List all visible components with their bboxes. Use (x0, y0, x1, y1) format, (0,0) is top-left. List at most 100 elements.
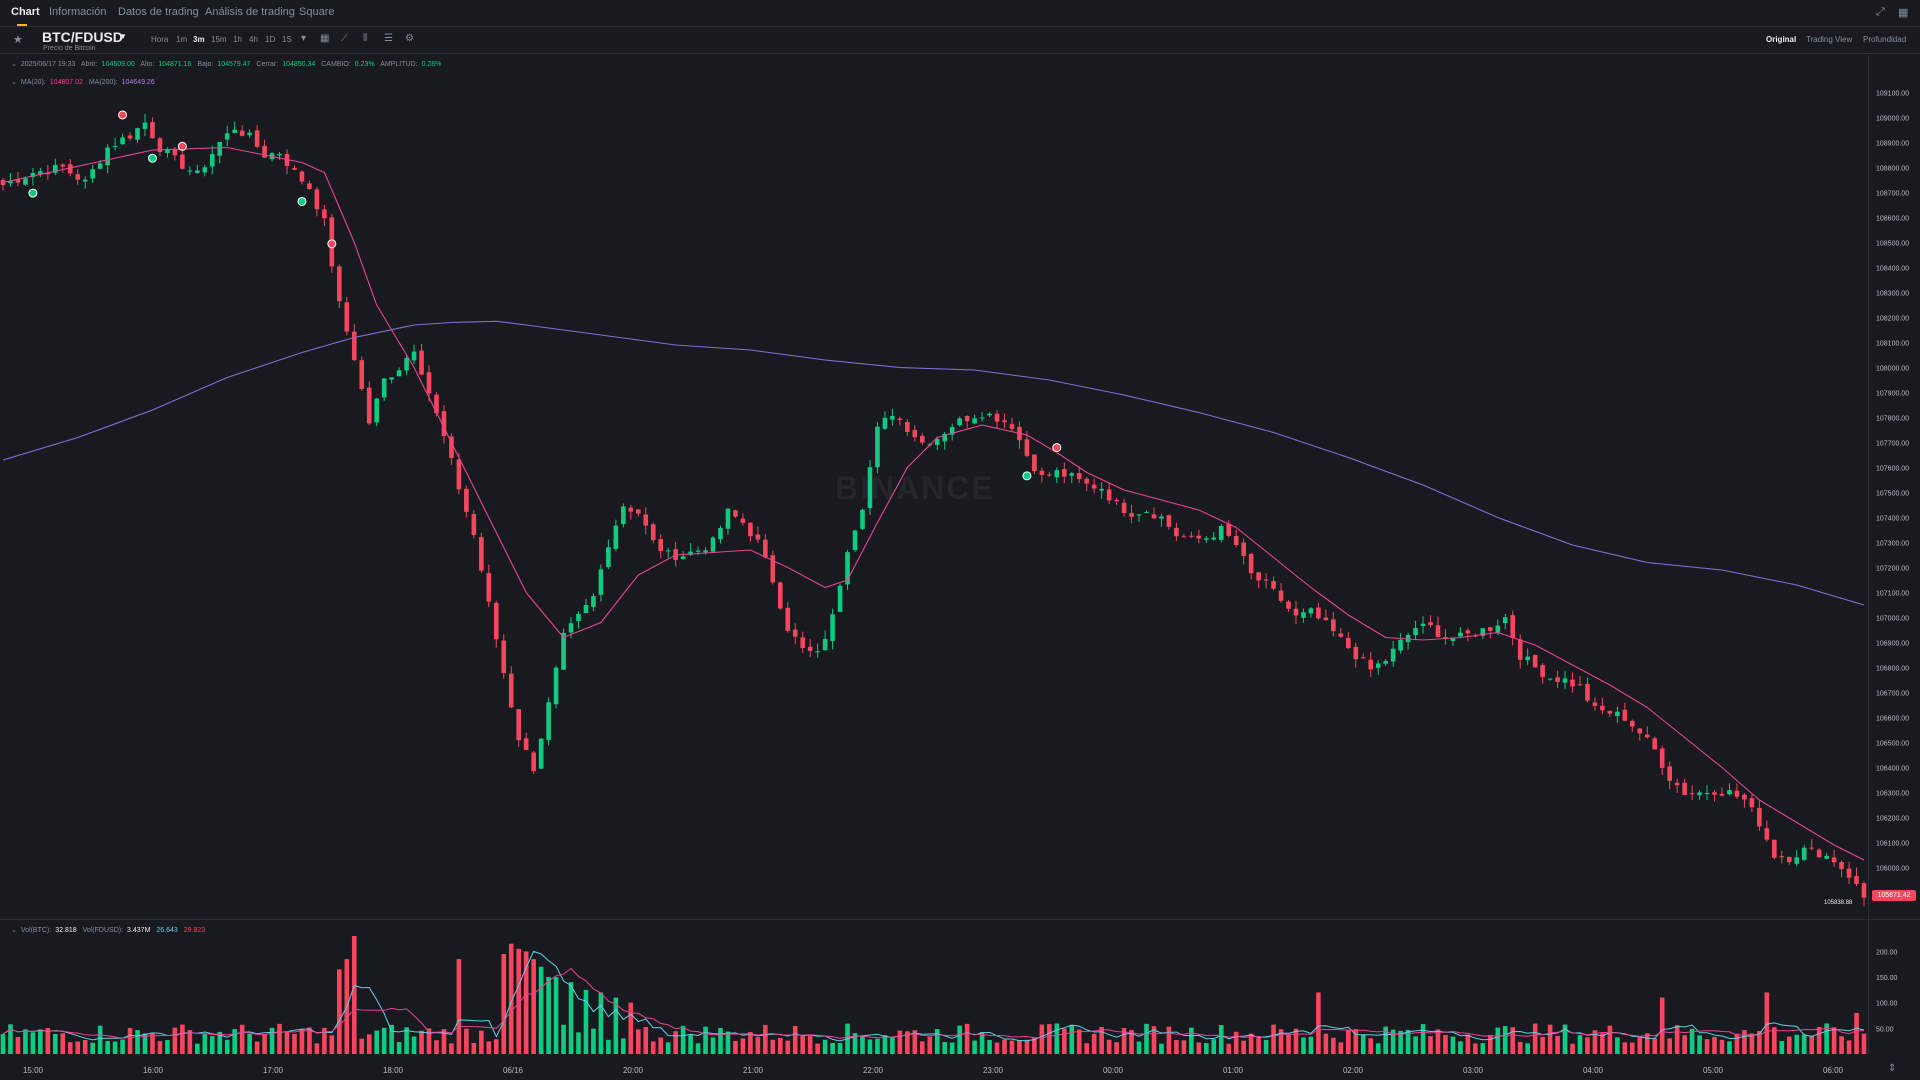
view-original[interactable]: Original (1766, 35, 1797, 44)
candle-body[interactable] (150, 122, 155, 139)
candle-body[interactable] (1091, 484, 1097, 489)
candle-body[interactable] (1226, 523, 1232, 536)
volume-bar[interactable] (1816, 1026, 1822, 1054)
candle-body[interactable] (957, 418, 962, 426)
candle-body[interactable] (1271, 581, 1276, 589)
candle-body[interactable] (591, 596, 596, 607)
volume-bar[interactable] (1047, 1024, 1052, 1054)
candle-body[interactable] (1861, 883, 1867, 898)
candle-body[interactable] (1772, 839, 1777, 858)
volume-bar[interactable] (583, 989, 589, 1054)
volume-bar[interactable] (493, 1039, 499, 1054)
candle-body[interactable] (1622, 709, 1628, 721)
candle-body[interactable] (1682, 782, 1687, 795)
volume-bar[interactable] (531, 959, 536, 1054)
candle-body[interactable] (882, 417, 888, 429)
candle-body[interactable] (1540, 665, 1545, 678)
volume-bar[interactable] (1712, 1036, 1717, 1054)
candle-body[interactable] (628, 507, 634, 512)
volume-bar[interactable] (8, 1024, 13, 1054)
candle-body[interactable] (860, 509, 865, 529)
volume-bar[interactable] (187, 1030, 193, 1054)
candle-body[interactable] (1704, 792, 1710, 794)
volume-bar[interactable] (1308, 1036, 1314, 1054)
favorite-star-icon[interactable]: ★ (13, 34, 23, 46)
candle-body[interactable] (0, 180, 6, 186)
volume-bar[interactable] (1757, 1031, 1762, 1054)
candle-body[interactable] (1286, 601, 1291, 609)
candle-body[interactable] (314, 189, 320, 210)
candle-body[interactable] (277, 154, 282, 156)
volume-bar[interactable] (1562, 1024, 1568, 1054)
volume-bar[interactable] (337, 969, 342, 1054)
volume-bar[interactable] (1420, 1024, 1426, 1054)
candle-body[interactable] (1353, 646, 1359, 660)
candle-body[interactable] (307, 183, 312, 189)
candle-body[interactable] (1689, 793, 1695, 795)
candle-body[interactable] (531, 752, 536, 772)
volume-bar[interactable] (269, 1027, 275, 1054)
candle-body[interactable] (845, 552, 850, 585)
candle-body[interactable] (30, 173, 36, 178)
volume-bar[interactable] (1293, 1028, 1299, 1054)
interval-1h[interactable]: 1h (233, 35, 242, 44)
buy-marker[interactable] (28, 188, 38, 198)
candle-body[interactable] (777, 582, 783, 609)
volume-bar[interactable] (1652, 1038, 1658, 1054)
volume-bar[interactable] (1473, 1043, 1478, 1054)
candle-body[interactable] (1562, 678, 1568, 683)
candle-body[interactable] (254, 130, 260, 147)
candle-body[interactable] (695, 550, 701, 552)
candle-body[interactable] (224, 133, 230, 140)
candle-body[interactable] (1727, 790, 1732, 795)
candle-body[interactable] (1854, 876, 1859, 884)
volume-bar[interactable] (150, 1033, 155, 1054)
candle-body[interactable] (680, 556, 686, 559)
layout-icon[interactable]: ☰ (384, 33, 393, 44)
volume-bar[interactable] (1278, 1029, 1284, 1054)
volume-bar[interactable] (1114, 1042, 1119, 1054)
volume-bar[interactable] (314, 1043, 320, 1054)
volume-bar[interactable] (15, 1036, 21, 1054)
candle-body[interactable] (1413, 628, 1418, 636)
volume-bar[interactable] (1099, 1026, 1104, 1054)
candle-body[interactable] (763, 539, 768, 558)
volume-bar[interactable] (1742, 1030, 1747, 1054)
candle-body[interactable] (919, 435, 925, 443)
candle-body[interactable] (1084, 478, 1090, 484)
candle-body[interactable] (135, 128, 140, 140)
candle-body[interactable] (1346, 637, 1351, 649)
candle-body[interactable] (1458, 632, 1463, 637)
candle-body[interactable] (1517, 639, 1523, 660)
candle-body[interactable] (1839, 862, 1844, 870)
candle-body[interactable] (1600, 705, 1605, 711)
candle-body[interactable] (516, 709, 521, 741)
volume-bar[interactable] (1495, 1027, 1501, 1054)
candle-body[interactable] (748, 522, 753, 537)
volume-bar[interactable] (127, 1027, 133, 1054)
volume-bar[interactable] (785, 1040, 791, 1054)
volume-bar[interactable] (165, 1040, 170, 1054)
volume-bar[interactable] (516, 948, 521, 1054)
volume-bar[interactable] (1532, 1023, 1538, 1054)
volume-bar[interactable] (1338, 1042, 1344, 1054)
volume-bar[interactable] (673, 1031, 678, 1054)
volume-bar[interactable] (142, 1033, 148, 1054)
candle-body[interactable] (449, 436, 454, 458)
volume-bar[interactable] (792, 1025, 798, 1054)
volume-bar[interactable] (38, 1029, 43, 1054)
candle-body[interactable] (112, 145, 118, 147)
volume-bar[interactable] (770, 1039, 776, 1054)
candle-body[interactable] (1114, 499, 1119, 502)
candle-body[interactable] (1532, 654, 1538, 668)
candle-body[interactable] (553, 667, 559, 705)
candle-body[interactable] (538, 738, 544, 769)
tab-analisis-de-trading[interactable]: Análisis de trading (205, 6, 295, 18)
volume-bar[interactable] (1525, 1043, 1530, 1054)
volume-bar[interactable] (1009, 1040, 1015, 1054)
candle-body[interactable] (1607, 710, 1613, 714)
candle-body[interactable] (1592, 702, 1598, 706)
volume-bar[interactable] (680, 1025, 686, 1054)
candle-body[interactable] (1667, 766, 1672, 781)
candle-body[interactable] (1278, 590, 1284, 601)
